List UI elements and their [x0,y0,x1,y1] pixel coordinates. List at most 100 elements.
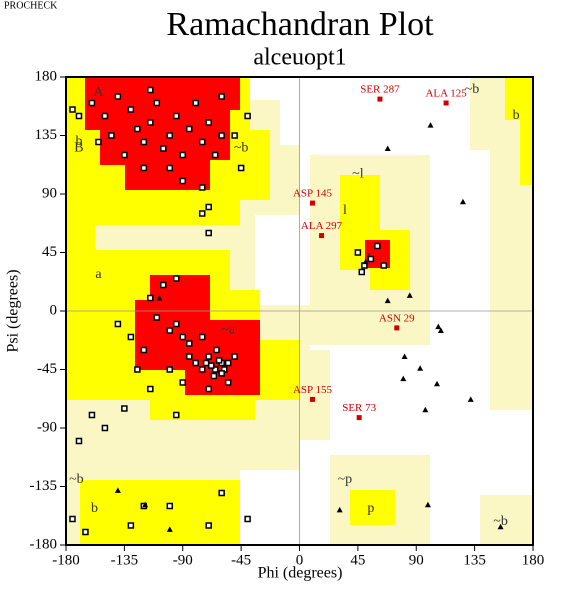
residue-point [147,294,154,302]
glycine-point [406,292,413,298]
residue-point [108,132,115,139]
residue-point [179,379,186,386]
generous-region [480,495,533,545]
glycine-point [142,501,149,508]
residue-point [179,333,186,341]
labelled-point [377,96,383,102]
residue-point [153,314,161,321]
glycine-point [401,353,408,359]
residue-point [140,138,148,146]
x-tick-label: -90 [173,552,193,568]
glycine-point [422,406,429,413]
residue-point [127,522,135,529]
residue-point [166,164,174,172]
labelled-point [356,415,362,421]
residue-point [88,411,96,419]
header: PROCHECK [4,0,58,11]
residue-point [147,86,154,94]
y-tick-label: -135 [30,478,58,494]
residue-point [192,99,199,107]
region-label: ~b [493,514,508,529]
y-axis-label: Psi (degrees) [5,269,22,352]
residue-point [82,528,89,536]
residue-point [208,362,215,369]
residue-point [166,132,174,139]
region-label: ~a [221,323,236,338]
residue-point [140,346,148,354]
residue-label: ALA 125 [425,88,467,100]
glycine-point [166,526,173,532]
labelled-point [319,233,325,239]
generous-region [470,77,533,410]
glycine-point [384,297,391,304]
y-tick-label: 180 [35,68,58,84]
residue-point [75,437,83,445]
residue-point [205,229,212,237]
residue-point [237,164,245,172]
residue-point [134,366,141,373]
x-tick-label: -135 [111,552,139,568]
glycine-point [427,122,434,128]
residue-point [95,138,102,146]
residue-point [198,184,206,191]
residue-point [192,359,199,367]
y-tick-label: -180 [30,536,58,552]
residue-point [166,502,174,510]
residue-label: ASP 155 [293,384,333,396]
chart-subtitle: alceuopt1 [253,45,346,71]
residue-point [218,370,225,377]
residue-point [198,138,206,146]
residue-point [173,275,180,282]
region-label: p [367,501,374,516]
residue-label: SER 73 [342,402,376,414]
residue-point [198,210,206,217]
residue-point [121,405,128,412]
labelled-point [443,100,449,106]
y-tick-label: 45 [42,244,57,260]
region-label: ~l [352,167,364,182]
residue-point [210,372,218,380]
residue-label: SER 287 [360,84,400,96]
region-label: ~b [234,141,249,156]
glycine-point [459,198,466,205]
residue-point [213,346,220,354]
residue-point [166,327,174,334]
region-label: A [93,85,104,100]
allowed-region [80,480,240,545]
x-tick-label: 180 [522,552,545,568]
region-label: B [74,141,83,156]
glycine-point [336,506,343,513]
residue-point [205,119,212,126]
core-region [85,77,240,190]
residue-point [215,357,223,364]
labelled-point [309,396,315,402]
x-axis-label: Phi (degrees) [258,565,343,582]
glycine-point [435,323,442,330]
allowed-region [505,77,533,185]
region-label: ~b [69,472,84,487]
residue-point [140,164,148,172]
residue-point [374,242,381,250]
residue-point [127,106,135,113]
glycine-point [434,380,441,387]
residue-point [160,281,167,289]
y-tick-label: -90 [37,419,57,435]
residue-point [218,93,225,100]
residue-point [380,262,388,269]
x-tick-label: -45 [231,552,251,568]
residue-point [179,151,186,159]
residue-point [358,268,366,276]
glycine-point [437,327,444,333]
glycine-point [362,258,369,265]
region-label: b [91,501,98,516]
residue-point [198,333,206,341]
residue-point [198,366,206,373]
residue-point [147,119,154,126]
residue-point [224,359,232,367]
residue-point [205,353,212,360]
labelled-point [309,200,315,206]
glycine-point [497,523,504,530]
region-label: b [75,134,82,149]
y-tick-label: 90 [42,185,57,201]
